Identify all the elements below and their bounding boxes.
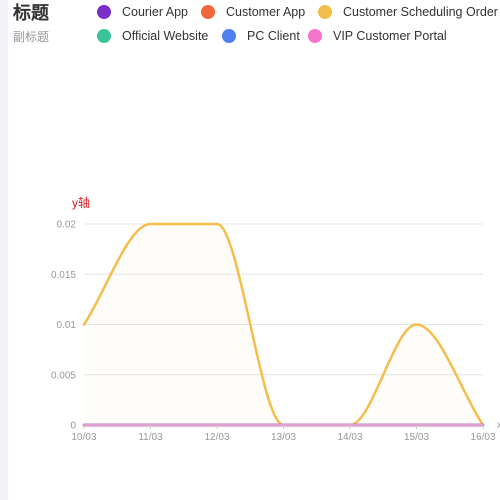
- left-edge-strip: [0, 0, 8, 500]
- y-axis-label: y轴: [72, 195, 90, 210]
- legend-item-customer-app[interactable]: Customer App: [201, 4, 305, 20]
- chart-title: 标题: [13, 3, 49, 23]
- axes: 0 0.005 0.01 0.015 0.02 10/03 11/03 12/03 13/03 1…: [51, 220, 496, 444]
- x-tick-label: 14/03: [337, 432, 362, 443]
- legend-marker-icon: [97, 29, 111, 43]
- x-tick-label: 12/03: [204, 432, 229, 443]
- x-tick-label: 13/03: [271, 432, 296, 443]
- legend-marker-icon: [222, 29, 236, 43]
- x-axis-label: x: [497, 420, 500, 431]
- chart-subtitle: 副标题: [13, 30, 50, 44]
- y-tick-label: 0.01: [57, 320, 77, 331]
- legend-item-pc-client[interactable]: PC Client: [222, 28, 300, 44]
- x-tick-label: 15/03: [404, 432, 429, 443]
- legend-item-official-website[interactable]: Official Website: [97, 28, 208, 44]
- y-tick-label: 0: [70, 421, 76, 432]
- legend-item-customer-scheduling-order[interactable]: Customer Scheduling Order: [318, 4, 498, 20]
- legend-label: Customer Scheduling Order: [343, 5, 498, 19]
- x-tick-label: 16/03: [470, 432, 495, 443]
- legend-item-courier-app[interactable]: Courier App: [97, 4, 188, 20]
- legend-label: Courier App: [122, 5, 189, 19]
- y-tick-label: 0.02: [57, 220, 77, 231]
- x-tick-label: 10/03: [71, 432, 96, 443]
- legend-item-vip-customer-portal[interactable]: VIP Customer Portal: [308, 28, 447, 44]
- legend-marker-icon: [308, 29, 322, 43]
- y-tick-label: 0.015: [51, 270, 76, 281]
- legend-label: PC Client: [247, 29, 300, 43]
- legend-label: VIP Customer Portal: [333, 29, 447, 43]
- legend-label: Customer App: [226, 5, 306, 19]
- legend-marker-icon: [201, 5, 215, 19]
- legend-marker-icon: [318, 5, 332, 19]
- legend-marker-icon: [97, 5, 111, 19]
- legend-label: Official Website: [122, 29, 209, 43]
- x-tick-label: 11/03: [138, 432, 163, 443]
- y-tick-label: 0.005: [51, 370, 76, 381]
